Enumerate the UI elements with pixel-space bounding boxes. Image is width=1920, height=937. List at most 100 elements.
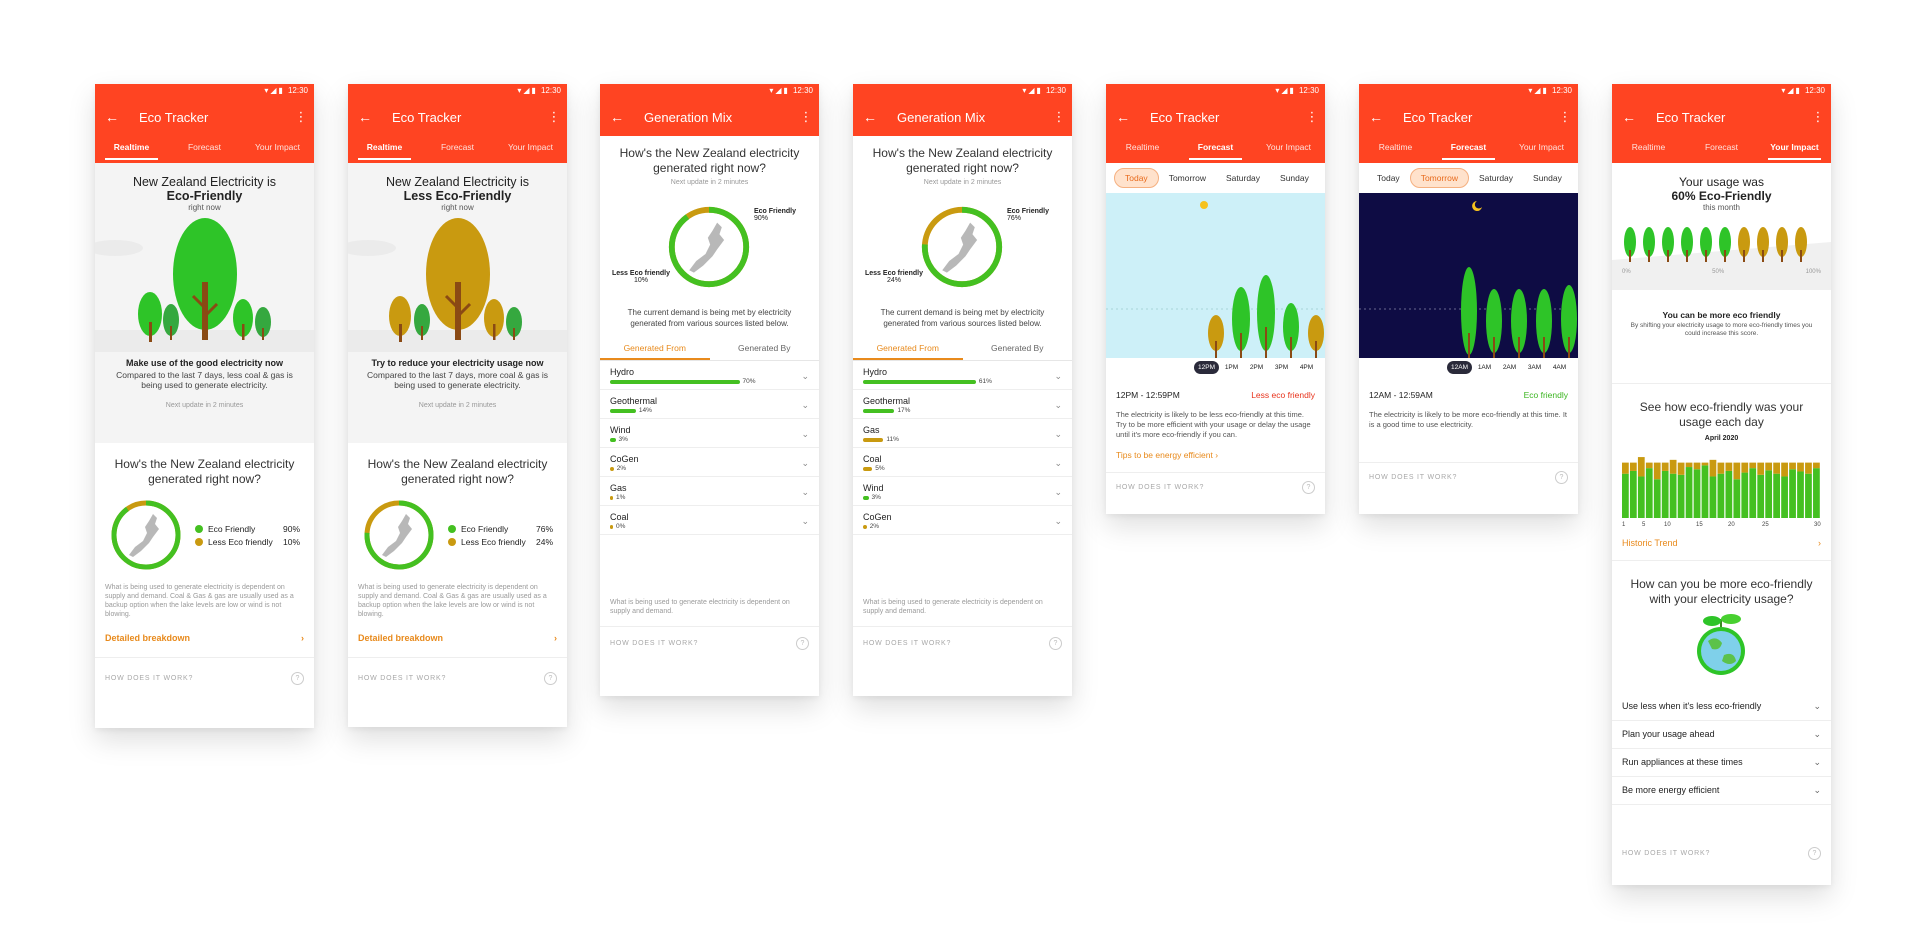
source-row[interactable]: CoGen 2% ⌄: [853, 506, 1072, 535]
day-saturday[interactable]: Saturday: [1226, 173, 1261, 183]
source-row[interactable]: Wind 3% ⌄: [600, 419, 819, 448]
source-row[interactable]: Hydro 61% ⌄: [853, 361, 1072, 390]
tab-generated-from[interactable]: Generated From: [600, 338, 710, 360]
legend-less-eco: Less Eco friendly 24%: [448, 537, 553, 547]
time-slot[interactable]: 12PM: [1194, 360, 1219, 374]
tab-forecast[interactable]: Forecast: [1704, 142, 1739, 152]
time-slot[interactable]: 2PM: [1249, 363, 1264, 371]
how-does-it-work[interactable]: HOW DOES IT WORK??: [1612, 846, 1831, 860]
source-percent: 11%: [886, 436, 899, 444]
tab-your-impact[interactable]: Your Impact: [1265, 142, 1312, 152]
tab-your-impact[interactable]: Your Impact: [254, 142, 301, 152]
tab-your-impact[interactable]: Your Impact: [1518, 142, 1565, 152]
usage-tree-trunk: [1762, 250, 1764, 262]
tab-generated-by[interactable]: Generated By: [991, 342, 1044, 353]
tips-link[interactable]: Tips to be energy efficient ›: [1116, 450, 1219, 461]
source-row[interactable]: Coal 5% ⌄: [853, 448, 1072, 477]
more-vert-icon[interactable]: ⋮: [799, 109, 813, 124]
app-bar: ▾◢▮ 12:30 ← Eco Tracker ⋮ Realtime Foreca…: [95, 84, 314, 163]
how-does-it-work[interactable]: HOW DOES IT WORK??: [348, 672, 567, 686]
source-bar-track: 11%: [863, 436, 1062, 444]
historic-trend-link[interactable]: Historic Trend ›: [1622, 538, 1821, 549]
time-slot[interactable]: 1AM: [1477, 363, 1492, 371]
more-vert-icon[interactable]: ⋮: [547, 109, 561, 124]
day-sunday[interactable]: Sunday: [1533, 173, 1562, 183]
time-slot[interactable]: 3PM: [1274, 363, 1289, 371]
source-row[interactable]: Coal 0% ⌄: [600, 506, 819, 535]
tab-realtime[interactable]: Realtime: [95, 136, 168, 163]
eco-donut-chart: [921, 207, 1003, 288]
tab-forecast[interactable]: Forecast: [187, 142, 222, 152]
more-vert-icon[interactable]: ⋮: [1052, 109, 1066, 124]
time-slot[interactable]: 4AM: [1552, 363, 1567, 371]
time-slot[interactable]: 3AM: [1527, 363, 1542, 371]
more-vert-icon[interactable]: ⋮: [294, 109, 308, 124]
time-slot[interactable]: 1PM: [1224, 363, 1239, 371]
hero-message: Make use of the good electricity now: [125, 358, 284, 368]
app-bar: ▾◢▮ 12:30 ← Eco Tracker ⋮ Realtime Foreca…: [348, 84, 567, 163]
more-vert-icon[interactable]: ⋮: [1305, 109, 1319, 124]
source-row[interactable]: Gas 1% ⌄: [600, 477, 819, 506]
day-tomorrow[interactable]: Tomorrow: [1409, 168, 1469, 188]
day-today[interactable]: Today: [1114, 168, 1159, 188]
source-row[interactable]: Wind 3% ⌄: [853, 477, 1072, 506]
tab-realtime[interactable]: Realtime: [348, 136, 421, 163]
tab-your-impact[interactable]: Your Impact: [507, 142, 554, 152]
usage-trees-illustration: [1612, 227, 1831, 290]
tab-realtime[interactable]: Realtime: [1631, 142, 1666, 152]
more-vert-icon[interactable]: ⋮: [1811, 109, 1825, 124]
chevron-down-icon: ⌄: [1054, 399, 1062, 410]
tab-forecast[interactable]: Forecast: [440, 142, 475, 152]
source-name: CoGen: [863, 511, 892, 522]
back-arrow-icon[interactable]: ←: [863, 109, 877, 125]
back-arrow-icon[interactable]: ←: [1369, 109, 1383, 125]
back-arrow-icon[interactable]: ←: [358, 109, 372, 125]
source-name: Geothermal: [863, 395, 911, 406]
donut-eco-arc: [921, 207, 1003, 288]
how-does-it-work[interactable]: HOW DOES IT WORK??: [95, 672, 314, 686]
bar-eco-friendly: [1773, 473, 1780, 519]
tip-item[interactable]: Be more energy efficient ⌄: [1612, 777, 1831, 805]
tip-item[interactable]: Plan your usage ahead ⌄: [1612, 721, 1831, 749]
tab-forecast[interactable]: Forecast: [1432, 136, 1505, 163]
how-does-it-work[interactable]: HOW DOES IT WORK??: [1106, 481, 1325, 495]
forecast-sky: [1106, 193, 1325, 358]
tab-forecast[interactable]: Forecast: [1179, 136, 1252, 163]
day-today[interactable]: Today: [1377, 173, 1400, 183]
day-tomorrow[interactable]: Tomorrow: [1168, 173, 1206, 183]
how-does-it-work[interactable]: HOW DOES IT WORK??: [600, 637, 819, 651]
source-row[interactable]: Geothermal 14% ⌄: [600, 390, 819, 419]
tab-realtime[interactable]: Realtime: [1378, 142, 1413, 152]
chevron-down-icon: ⌄: [1054, 428, 1062, 439]
tip-item[interactable]: Use less when it's less eco-friendly ⌄: [1612, 693, 1831, 721]
how-does-it-work[interactable]: HOW DOES IT WORK??: [853, 637, 1072, 651]
source-row[interactable]: Geothermal 17% ⌄: [853, 390, 1072, 419]
back-arrow-icon[interactable]: ←: [1116, 109, 1130, 125]
back-arrow-icon[interactable]: ←: [105, 109, 119, 125]
detailed-breakdown-link[interactable]: Detailed breakdown ›: [105, 633, 304, 644]
bar-eco-friendly: [1749, 468, 1757, 519]
source-row[interactable]: Hydro 70% ⌄: [600, 361, 819, 390]
day-saturday[interactable]: Saturday: [1479, 173, 1514, 183]
time-slot[interactable]: 12AM: [1447, 360, 1472, 374]
source-row[interactable]: Gas 11% ⌄: [853, 419, 1072, 448]
tip-item[interactable]: Run appliances at these times ⌄: [1612, 749, 1831, 777]
back-arrow-icon[interactable]: ←: [1622, 109, 1636, 125]
tab-your-impact[interactable]: Your Impact: [1758, 136, 1831, 163]
back-arrow-icon[interactable]: ←: [610, 109, 624, 125]
day-sunday[interactable]: Sunday: [1280, 173, 1309, 183]
detailed-breakdown-link[interactable]: Detailed breakdown ›: [358, 633, 557, 644]
more-vert-icon[interactable]: ⋮: [1558, 109, 1572, 124]
bar-eco-friendly: [1725, 471, 1733, 519]
bar-eco-friendly: [1653, 479, 1661, 519]
bar-less-eco-friendly: [1669, 460, 1677, 474]
time-slot[interactable]: 2AM: [1502, 363, 1517, 371]
tab-realtime[interactable]: Realtime: [1125, 142, 1160, 152]
usage-tree: [1795, 227, 1807, 257]
time-slot[interactable]: 4PM: [1299, 363, 1314, 371]
source-row[interactable]: CoGen 2% ⌄: [600, 448, 819, 477]
tab-generated-by[interactable]: Generated By: [738, 342, 791, 353]
how-does-it-work[interactable]: HOW DOES IT WORK??: [1359, 471, 1578, 485]
bar-less-eco-friendly: [1629, 462, 1637, 472]
tab-generated-from[interactable]: Generated From: [853, 338, 963, 360]
